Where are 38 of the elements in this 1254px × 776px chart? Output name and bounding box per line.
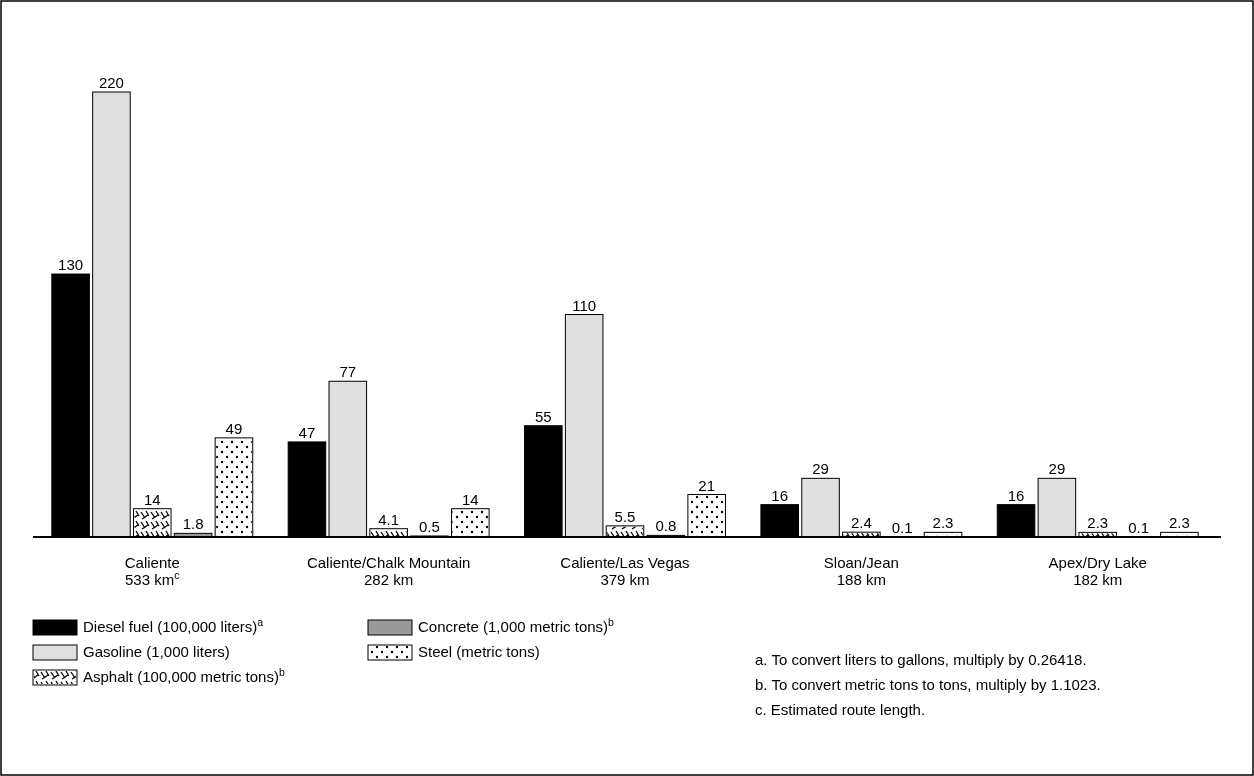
data-label: 14 — [461, 490, 479, 508]
data-label: 49 — [225, 419, 243, 437]
data-label: 77 — [339, 363, 357, 381]
data-label: 2.3 — [1087, 514, 1109, 532]
data-label: 2.4 — [850, 514, 872, 532]
x-tick-label: Apex/Dry Lake 182 km — [1048, 554, 1147, 588]
data-label: 29 — [1048, 460, 1066, 478]
data-label: 2.3 — [1168, 514, 1190, 532]
data-label: 220 — [98, 74, 124, 91]
legend-label: Concrete (1,000 metric tons)$^{b}$ — [418, 616, 615, 635]
data-label: 110 — [572, 296, 597, 314]
legend-label: Gasoline (1,000 liters) — [83, 643, 230, 660]
legend-label: Asphalt (100,000 metric tons)$^{b}$ — [83, 666, 285, 685]
data-label: 55 — [534, 407, 552, 425]
legend-label: Diesel fuel (100,000 liters)$^{a}$ — [83, 616, 264, 635]
x-tick-label: Caliente/Chalk Mountain 282 km — [306, 554, 471, 588]
data-label: 21 — [698, 476, 716, 494]
data-label: 14 — [143, 490, 161, 508]
x-tick-label: Caliente 533 km$^{c}$ — [124, 554, 180, 588]
x-tick-label: Sloan/Jean 188 km — [823, 554, 899, 588]
data-label: 2.3 — [932, 514, 954, 532]
text: b. To convert metric tons to tons, multiply by 1.1023. — [755, 676, 1101, 693]
text: a. To convert liters to gallons, multiply by 0.26418. — [755, 651, 1087, 668]
data-label: 0.8 — [655, 517, 677, 535]
legend-label: Steel (metric tons) — [418, 643, 540, 660]
data-label: 5.5 — [614, 507, 636, 525]
data-label: 0.1 — [891, 518, 913, 536]
data-label: 130 — [58, 256, 84, 274]
data-label: 29 — [812, 460, 829, 478]
data-label: 16 — [1007, 486, 1025, 504]
x-tick-label: Caliente/Las Vegas 379 km — [560, 554, 690, 588]
data-label: 16 — [771, 486, 789, 504]
text: c. Estimated route length. — [755, 701, 926, 718]
data-label: 1.8 — [182, 515, 204, 533]
data-label: 0.5 — [419, 517, 440, 535]
data-label: 0.1 — [1128, 518, 1149, 536]
data-label: 4.1 — [378, 510, 400, 528]
data-label: 47 — [298, 423, 316, 441]
